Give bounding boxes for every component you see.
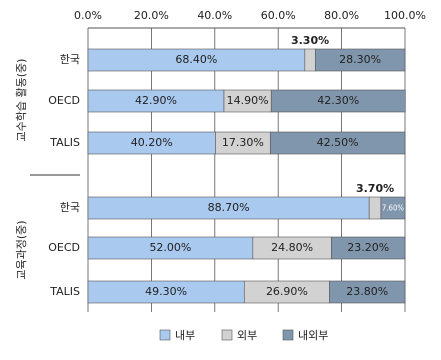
- data-label: 88.70%: [208, 201, 250, 214]
- data-label: 52.00%: [149, 241, 191, 254]
- x-tick-label: 100.0%: [384, 9, 426, 22]
- legend-swatch: [282, 329, 294, 341]
- data-label: 23.20%: [347, 241, 389, 254]
- legend-label: 내부: [175, 329, 195, 342]
- group-label: 교수학습 활동(중): [14, 59, 28, 142]
- bar-segment: [368, 196, 382, 220]
- legend-swatch: [221, 329, 233, 341]
- data-label: 68.40%: [175, 53, 217, 66]
- data-label: 42.30%: [317, 94, 359, 107]
- bar-segment: [304, 48, 316, 72]
- bar-segment: [270, 89, 406, 113]
- category-label: OECD: [48, 241, 80, 254]
- x-tick-label: 0.0%: [74, 9, 102, 22]
- bar-segment: [329, 280, 406, 304]
- data-label: 40.20%: [131, 136, 173, 149]
- x-tick-label: 60.0%: [261, 9, 296, 22]
- legend-label: 내외부: [298, 329, 328, 342]
- data-label: 28.30%: [339, 53, 381, 66]
- x-tick-label: 40.0%: [197, 9, 232, 22]
- category-label: TALIS: [49, 136, 80, 149]
- legend-label: 외부: [237, 329, 257, 342]
- data-label: 26.90%: [266, 285, 308, 298]
- category-label: 한국: [60, 53, 80, 66]
- data-label: 3.70%: [356, 182, 394, 195]
- bar-segment: [380, 196, 406, 220]
- data-label: 17.30%: [222, 136, 264, 149]
- data-label: 23.80%: [346, 285, 388, 298]
- data-label: 49.30%: [145, 285, 187, 298]
- data-label: 14.90%: [227, 94, 269, 107]
- group-label: 교육과정(중): [15, 220, 28, 279]
- data-label: 24.80%: [271, 241, 313, 254]
- bar-segment: [269, 131, 406, 155]
- category-label: 한국: [60, 201, 80, 214]
- data-label: 7.60%: [382, 204, 404, 213]
- category-label: TALIS: [49, 285, 80, 298]
- data-label: 42.50%: [317, 136, 359, 149]
- data-label: 42.90%: [135, 94, 177, 107]
- bar-segment: [314, 48, 406, 72]
- bar-segment: [331, 236, 406, 260]
- category-label: OECD: [48, 94, 80, 107]
- x-tick-label: 20.0%: [134, 9, 169, 22]
- data-label: 3.30%: [291, 34, 329, 47]
- x-tick-label: 80.0%: [324, 9, 359, 22]
- legend-swatch: [159, 329, 171, 341]
